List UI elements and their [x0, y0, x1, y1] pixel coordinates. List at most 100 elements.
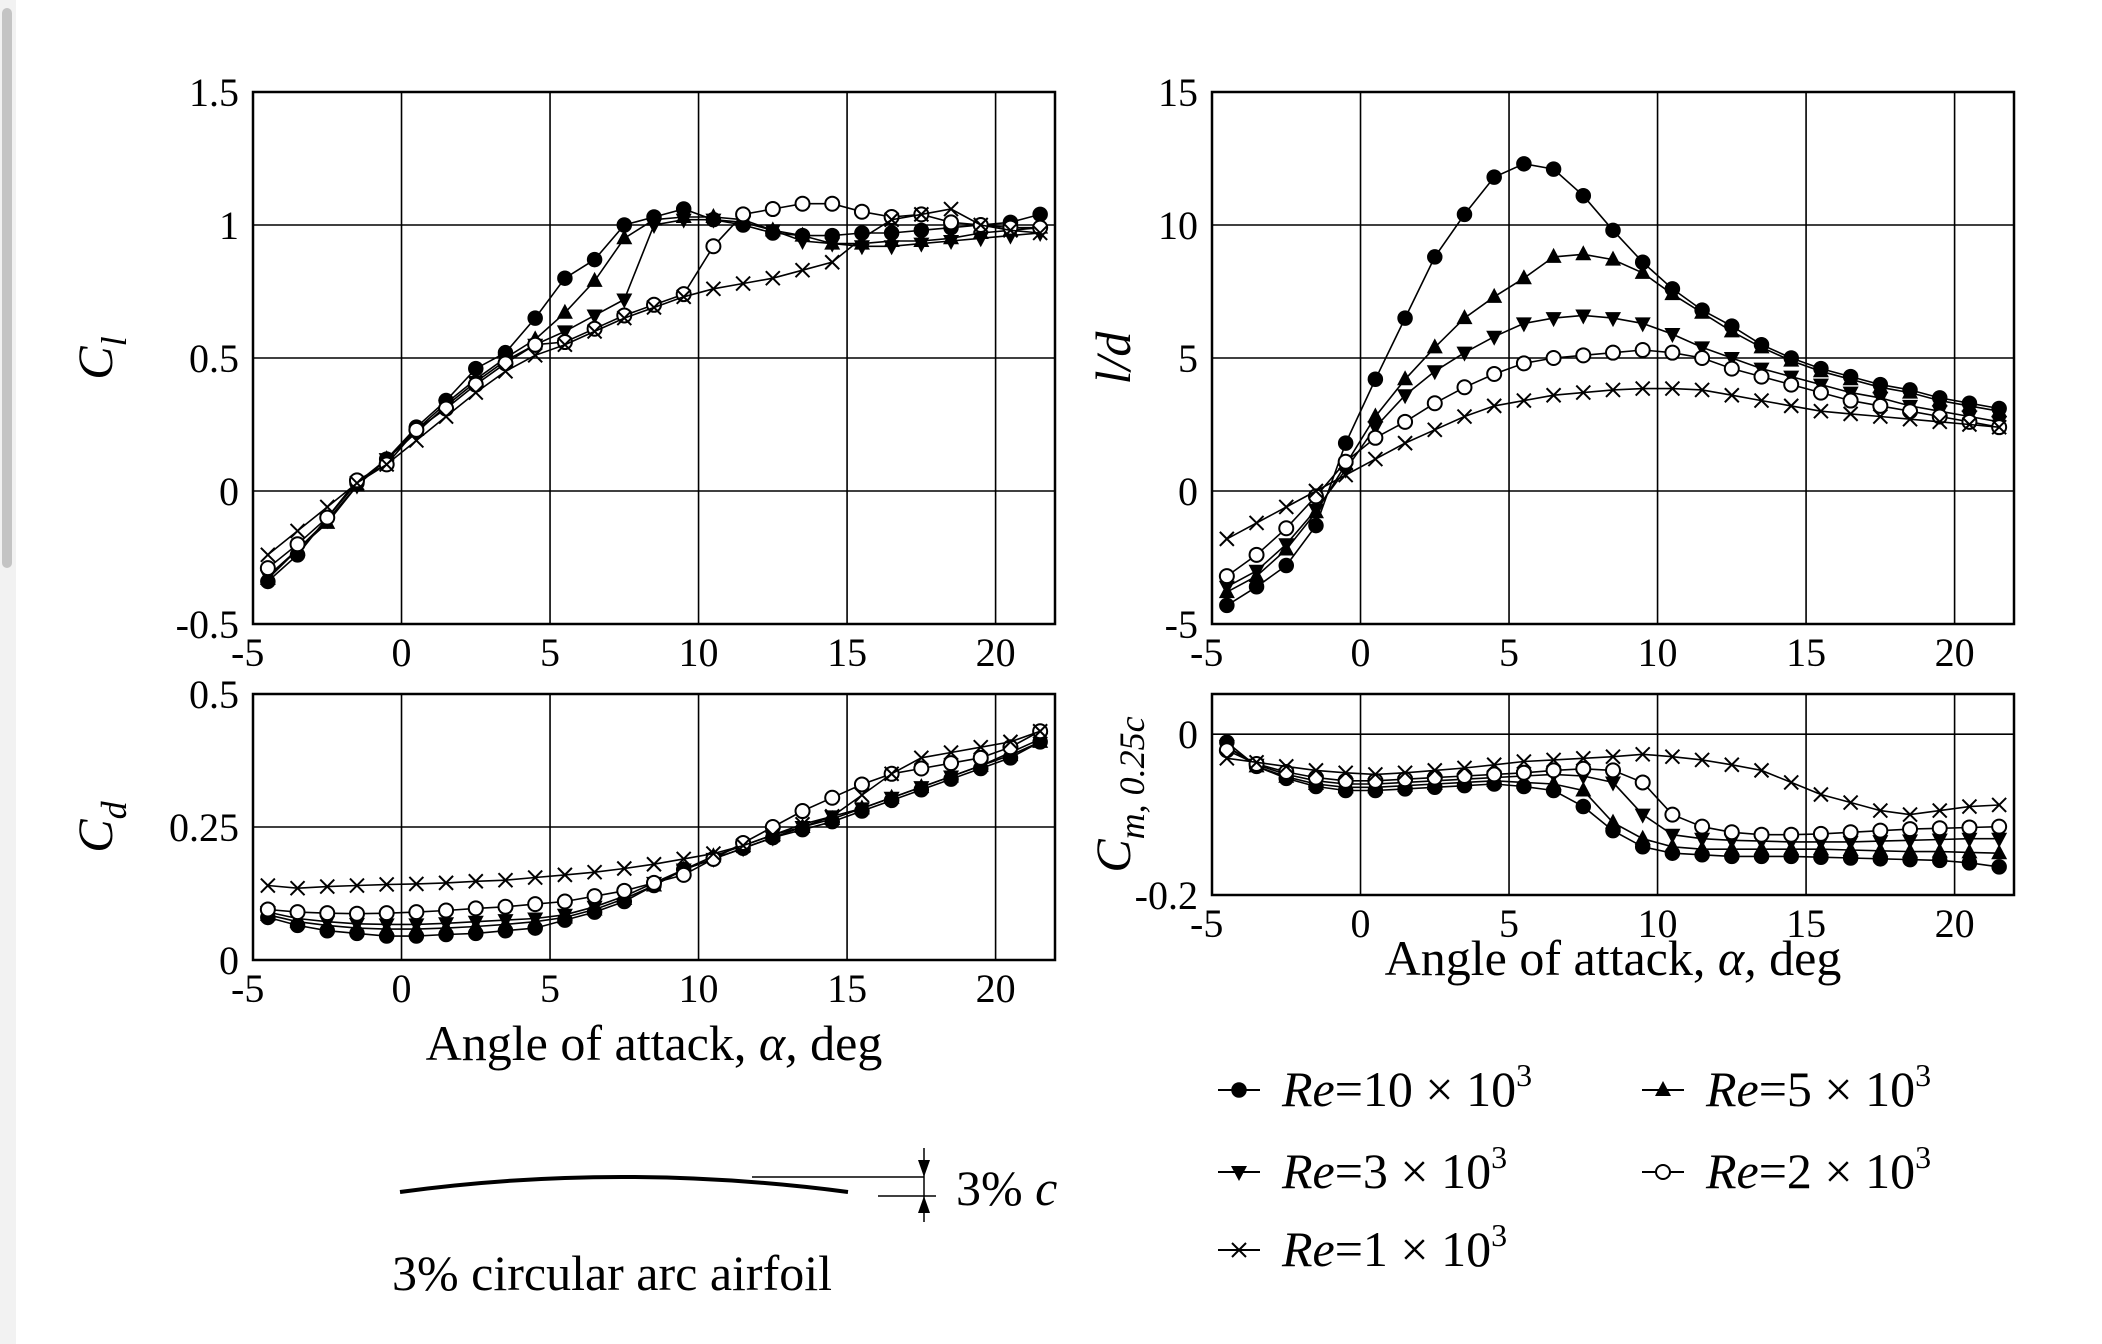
data-point — [1002, 222, 1019, 239]
data-point — [764, 819, 781, 835]
data-point — [1872, 822, 1889, 839]
data-point — [438, 875, 454, 891]
data-point — [348, 472, 365, 489]
data-point — [289, 523, 306, 539]
data-point — [913, 237, 930, 253]
data-point — [1753, 338, 1770, 354]
data-point — [1575, 798, 1592, 815]
legend-label: Re=10 × 103 — [1281, 1057, 1532, 1117]
scrollbar-track[interactable] — [0, 0, 16, 1344]
data-point — [1872, 835, 1889, 851]
airfoil-sketch: 3% c 3% circular arc airfoil — [392, 1148, 1057, 1301]
data-point — [883, 209, 900, 226]
data-point — [1931, 833, 1948, 849]
data-point — [1575, 309, 1592, 325]
data-point — [1397, 435, 1413, 451]
x-tick-label: 10 — [1638, 630, 1678, 675]
data-point — [1783, 376, 1800, 393]
scrollbar-thumb[interactable] — [2, 8, 12, 568]
legend: Re=10 × 103 Re=5 × 103 Re=3 × 103 Re=2 × 10… — [1218, 1057, 1931, 1277]
data-point — [1634, 774, 1651, 791]
data-point — [1219, 597, 1235, 614]
data-point — [1397, 389, 1414, 405]
data-point — [1545, 247, 1562, 263]
data-point — [1842, 835, 1859, 851]
data-point — [764, 224, 781, 240]
data-point — [319, 905, 336, 922]
plot-frame — [1210, 90, 2016, 626]
data-point — [973, 217, 989, 233]
x-tick-label: 15 — [1786, 630, 1826, 675]
data-point — [438, 917, 455, 933]
data-point — [1397, 771, 1414, 788]
data-point — [1753, 368, 1770, 385]
data-point — [408, 421, 425, 438]
x-tick-label: 20 — [976, 966, 1016, 1011]
data-point — [1575, 347, 1592, 364]
data-point — [1931, 842, 1948, 858]
data-point — [1218, 568, 1235, 585]
data-point — [853, 240, 870, 256]
data-point — [1486, 398, 1502, 414]
data-point — [1694, 832, 1711, 848]
y-axis-label: Cd — [67, 800, 134, 852]
data-point — [289, 904, 306, 921]
data-point — [1872, 378, 1889, 394]
data-point — [1337, 453, 1354, 470]
data-point — [1634, 263, 1651, 279]
data-point — [408, 904, 425, 921]
data-point — [1902, 834, 1919, 850]
data-point — [1664, 837, 1681, 853]
data-point — [735, 837, 751, 854]
data-point — [1367, 429, 1384, 446]
data-point — [1456, 408, 1473, 425]
data-point — [1902, 403, 1919, 420]
data-point — [1664, 828, 1681, 844]
data-point — [408, 918, 425, 934]
y-tick-label: 0 — [219, 938, 239, 983]
data-point — [1634, 829, 1651, 845]
x-tick-label: 15 — [827, 966, 867, 1011]
data-point — [1991, 818, 2008, 835]
data-point — [705, 213, 722, 229]
series-filled-triangle-down — [1218, 309, 2008, 596]
series-line — [267, 218, 1041, 577]
data-point — [765, 270, 781, 286]
data-point — [556, 303, 573, 319]
x-tick-label: 10 — [679, 966, 719, 1011]
data-point — [1723, 352, 1740, 367]
data-point — [1991, 797, 2007, 813]
data-point — [527, 347, 543, 364]
data-point — [1427, 249, 1443, 265]
data-point — [616, 860, 633, 877]
data-point — [378, 876, 395, 893]
data-point — [1605, 382, 1621, 398]
legend-label: Re=5 × 103 — [1705, 1057, 1931, 1117]
data-point — [1367, 766, 1384, 783]
data-point — [705, 850, 722, 867]
data-point — [735, 206, 752, 223]
data-point — [557, 867, 573, 883]
data-point — [1545, 387, 1562, 403]
data-point — [1426, 365, 1443, 381]
data-point — [1991, 402, 2008, 418]
data-point — [1486, 287, 1503, 303]
data-point — [646, 219, 662, 234]
data-point — [972, 232, 989, 248]
data-point — [408, 876, 425, 892]
data-point — [1248, 564, 1265, 580]
data-point — [1902, 411, 1918, 427]
legend-item: Re=3 × 103 — [1218, 1139, 1507, 1199]
data-point — [1516, 753, 1532, 770]
x-tick-label: -5 — [1190, 901, 1223, 946]
data-point — [349, 475, 365, 491]
data-point — [348, 905, 365, 922]
data-point — [1486, 766, 1503, 783]
data-point — [764, 831, 781, 847]
data-point — [1248, 515, 1265, 531]
data-point — [497, 898, 514, 915]
legend-label: Re=2 × 103 — [1705, 1139, 1931, 1199]
y-axis-label: Cm, 0.25c — [1085, 716, 1152, 872]
data-point — [794, 821, 811, 836]
data-point — [1961, 396, 1978, 412]
